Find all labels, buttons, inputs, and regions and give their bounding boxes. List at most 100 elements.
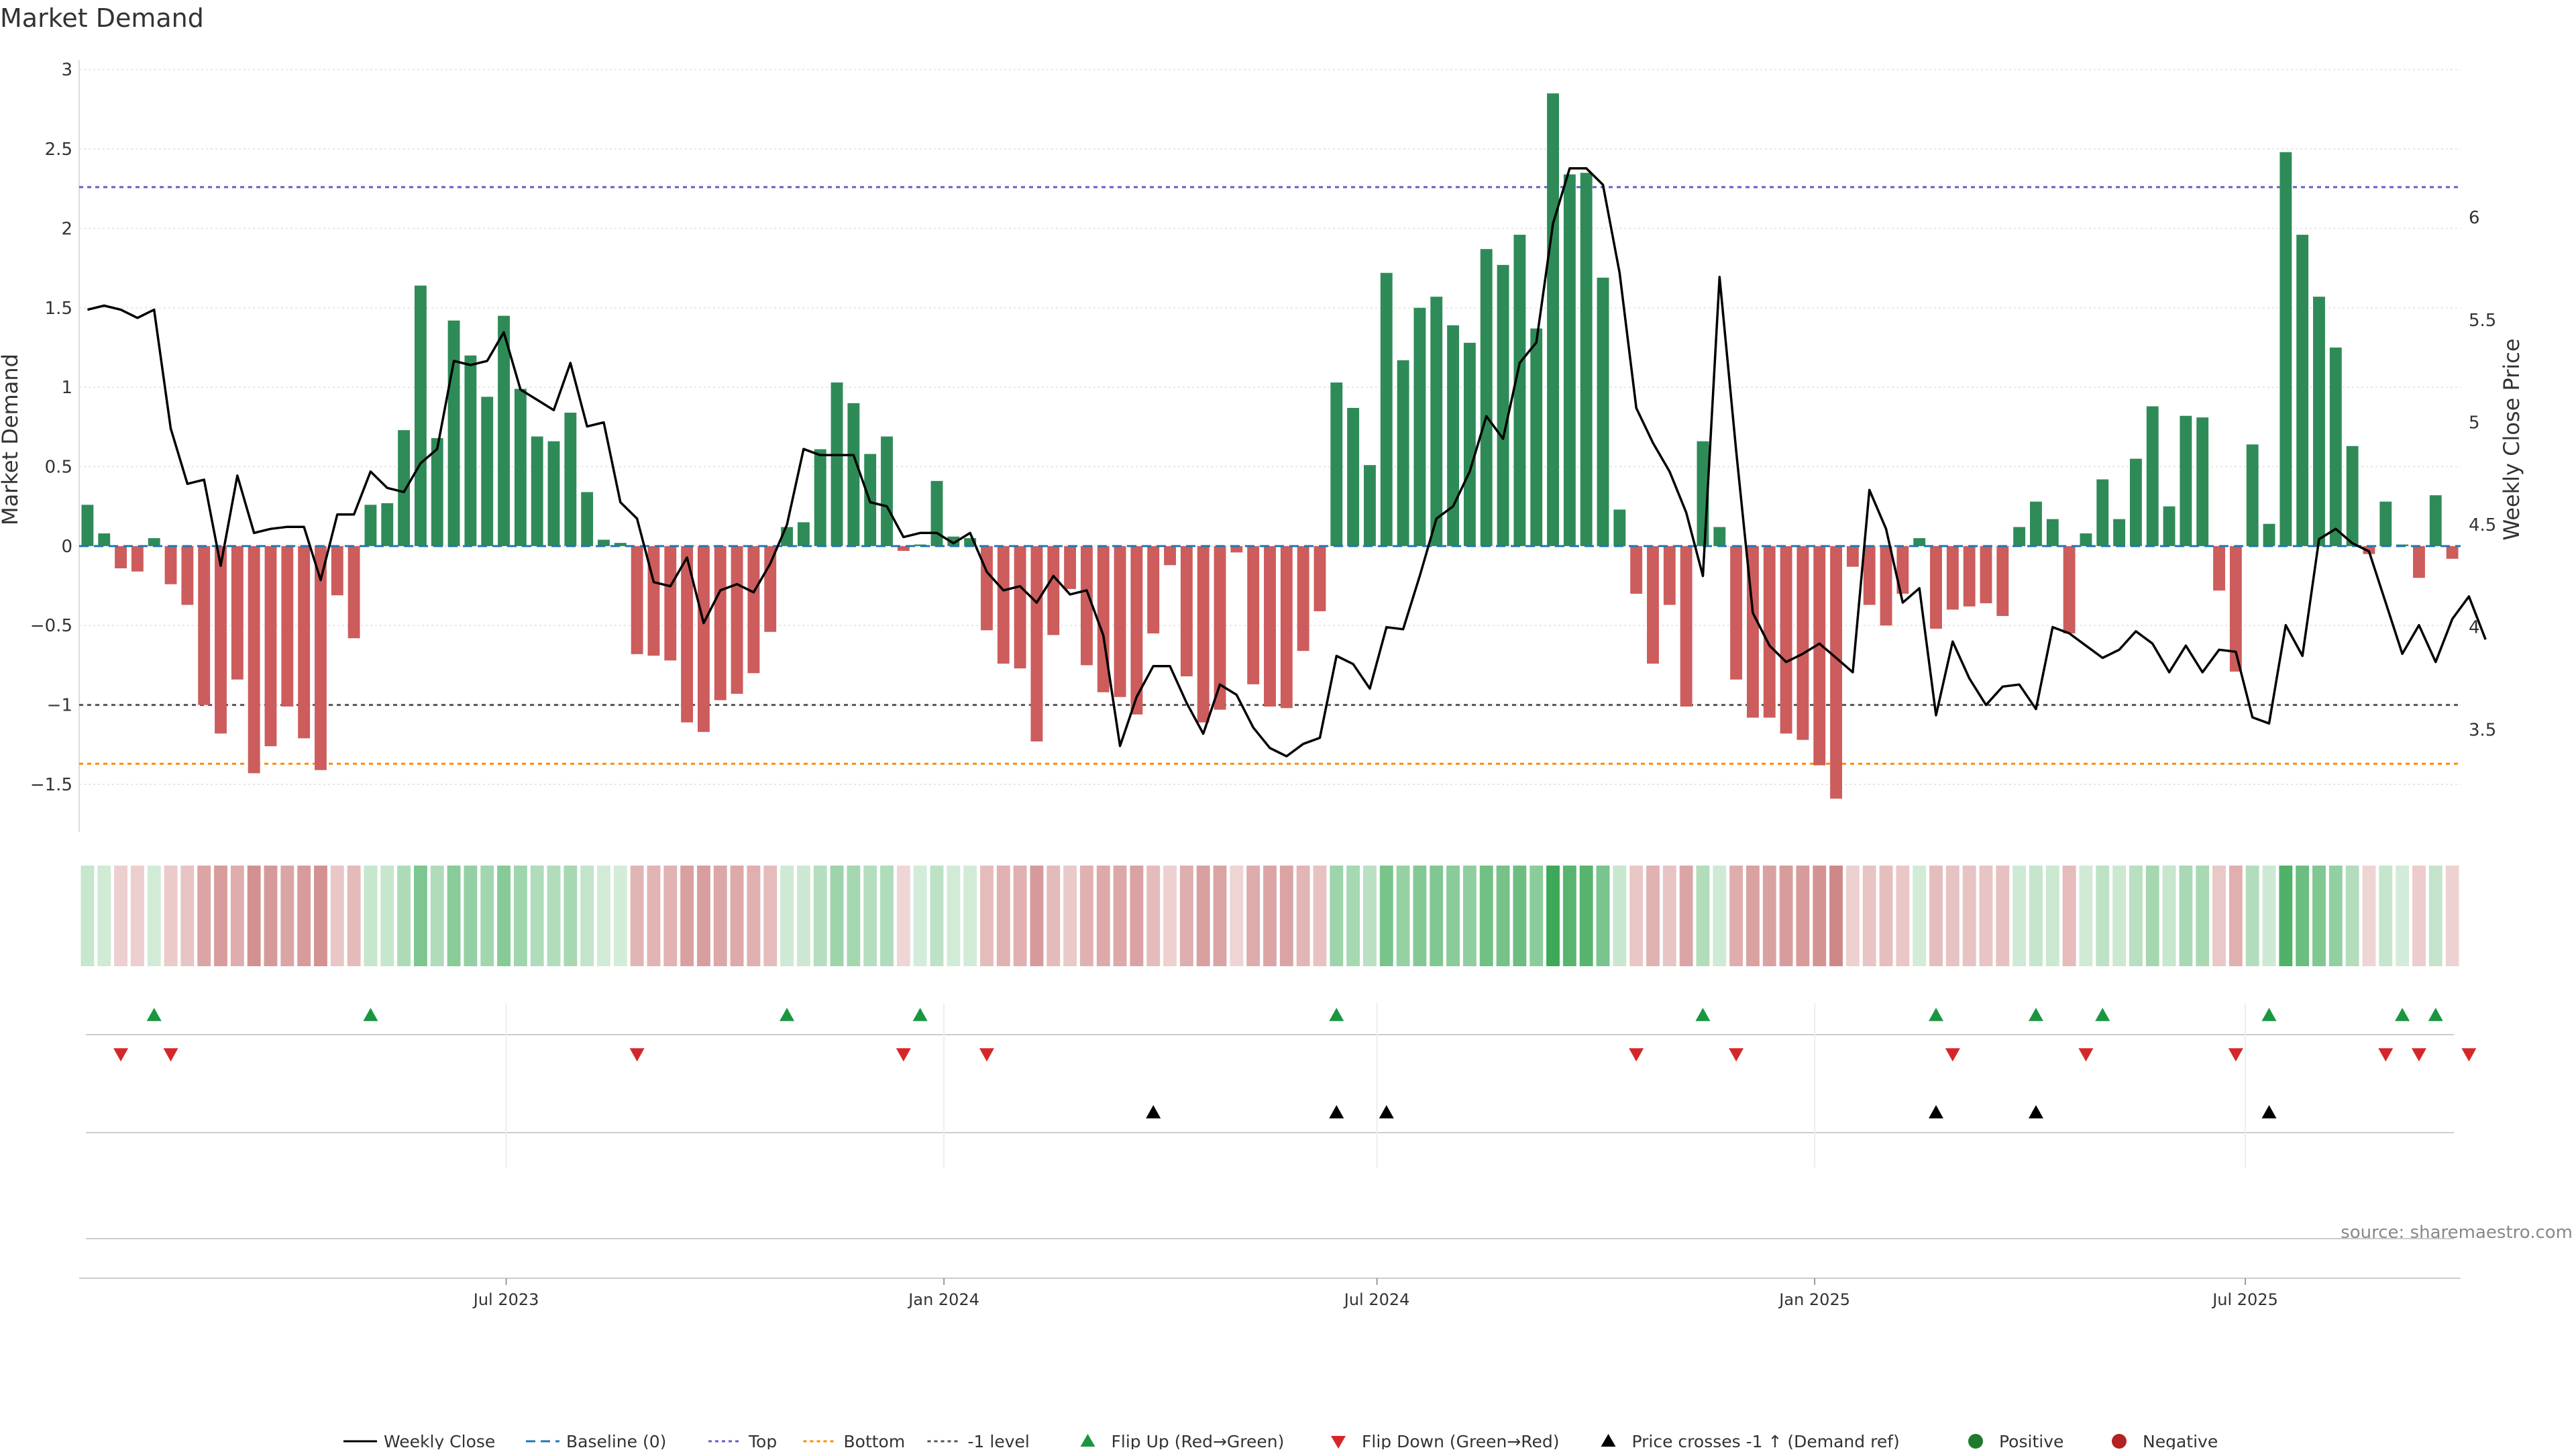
demand-bar [231,546,244,680]
heat-cell [2129,866,2143,966]
heat-cell [1962,866,1976,966]
legend-item-negative: Negative [2112,1432,2218,1451]
demand-bar [1264,546,1276,707]
heat-cell [2045,866,2059,966]
price-cross-marker [2261,1105,2277,1119]
heat-cell [1296,866,1310,966]
heat-cell [2145,866,2159,966]
demand-bar [1380,272,1393,546]
flip-down-marker [2228,1048,2243,1061]
y-axis-label-left: Market Demand [0,354,23,525]
x-tick-label: Jan 2024 [907,1290,979,1309]
heat-cell [2162,866,2176,966]
demand-bar [1130,546,1143,715]
heat-cell [2396,866,2410,966]
flip-down-marker [2378,1048,2394,1061]
heat-cell [930,866,944,966]
demand-bar [1080,546,1093,666]
demand-bar [1830,546,1842,799]
price-cross-marker [2028,1105,2043,1119]
heat-cell [880,866,894,966]
y-tick-label-left: −0.5 [30,616,72,636]
heat-cell [913,866,927,966]
heat-cell [1913,866,1927,966]
demand-bar [2013,527,2026,546]
heat-cell [1479,866,1493,966]
demand-bar [1880,546,1892,626]
heat-cell [114,866,127,966]
heat-cell [2112,866,2127,966]
demand-bar [198,546,211,705]
heat-cell [1696,866,1710,966]
heat-cell [1879,866,1893,966]
demand-bar [1913,538,1926,546]
legend-item-weekly_close: Weekly Close [343,1432,495,1451]
heat-cell [647,866,661,966]
legend-item-flip_down: Flip Down (Green→Red) [1331,1432,1560,1451]
legend-item-baseline: Baseline (0) [526,1432,666,1451]
flip-down-marker [1629,1048,1644,1061]
heat-cell [796,866,810,966]
heat-cell [980,866,994,966]
flip-up-marker [363,1008,378,1021]
heat-cell [1179,866,1193,966]
demand-bar [81,505,94,546]
heat-cell [1013,866,1027,966]
heat-cell [2245,866,2259,966]
y-tick-label-right: 4 [2469,618,2480,638]
heat-cell [1979,866,1993,966]
demand-bar [1147,546,1160,634]
y-tick-label-left: −1 [47,696,72,716]
heat-cell [780,866,794,966]
weekly-close-line [87,167,2487,758]
y-tick-label-left: 2.5 [45,140,72,160]
demand-bar [2246,444,2259,546]
demand-bar [514,388,527,546]
flip-up-marker [1929,1008,1944,1021]
heat-cell [2445,866,2459,966]
demand-bar [2196,417,2209,546]
heat-cell [1713,866,1727,966]
heat-cell [1562,866,1576,966]
demand-bar [2180,415,2192,546]
demand-bar [2279,152,2292,546]
legend-swatch-marker [1331,1436,1346,1449]
heat-cell [1762,866,1776,966]
heat-cell [1729,866,1743,966]
heat-cell [347,866,361,966]
legend: Weekly Close Baseline (0) Top Bottom -1 leve… [343,1432,2218,1451]
y-tick-label-right: 6 [2469,208,2480,228]
demand-bar [2129,458,2142,546]
heat-cell [1163,866,1177,966]
demand-bar [1480,249,1493,546]
demand-bar [1547,93,1559,546]
heat-cell [214,866,227,966]
demand-bar [1730,546,1743,680]
heat-cell [2229,866,2243,966]
demand-bar [1330,382,1343,546]
heat-cell [513,866,527,966]
demand-bar [1313,546,1326,611]
heat-cell [1263,866,1277,966]
heat-cell [963,866,977,966]
heat-cell [2212,866,2226,966]
heat-cell [197,866,211,966]
x-tick-label: Jan 2025 [1778,1290,1850,1309]
x-ticks: Jul 2023 Jan 2024 Jul 2024 Jan 2025 Jul 2025 [472,1278,2278,1309]
legend-label: Weekly Close [384,1432,495,1449]
heat-cell [2262,866,2276,966]
demand-bar [664,546,677,661]
demand-bar [1347,407,1360,546]
demand-bar [2046,519,2059,546]
heat-cell [680,866,694,966]
demand-bar [2146,406,2159,546]
demand-bar [681,546,694,723]
demand-bar [347,546,360,639]
legend-item-bottom: Bottom [803,1432,905,1451]
legend-label: Flip Up (Red→Green) [1112,1432,1285,1449]
demand-bar [1513,234,1526,546]
demand-heat-strip [80,866,2459,966]
demand-bar [714,546,727,701]
flip-down-marker [2078,1048,2094,1061]
